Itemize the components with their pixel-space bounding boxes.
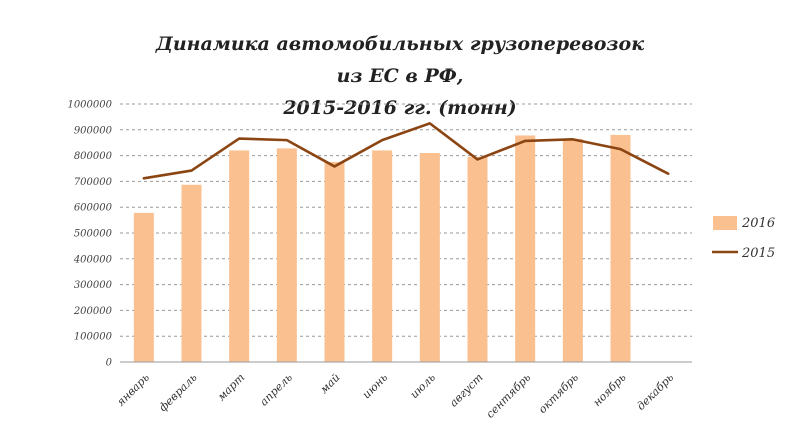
- y-tick-label: 100000: [74, 332, 113, 343]
- x-axis-ticks: январь февраль март апрель май июнь июль август…: [114, 371, 676, 421]
- legend-swatch-2016: [713, 216, 737, 230]
- y-axis-ticks: 0 100000 200000 300000 400000 500000 600000 700…: [67, 100, 112, 369]
- x-tick-label: май: [317, 371, 342, 396]
- chart-title-line1: Динамика автомобильных грузоперевозок из…: [155, 33, 645, 87]
- x-tick-label: июнь: [360, 371, 390, 401]
- chart-title: Динамика автомобильных грузоперевозок из…: [150, 28, 650, 124]
- y-tick-label: 700000: [74, 177, 113, 188]
- x-tick-label: август: [447, 371, 486, 410]
- bar-2016: [610, 134, 631, 362]
- bar-2016: [324, 162, 345, 362]
- y-tick-label: 1000000: [67, 100, 112, 111]
- y-tick-label: 800000: [74, 151, 113, 162]
- x-tick-label: апрель: [257, 371, 295, 409]
- legend-label-2016: 2016: [741, 216, 775, 231]
- legend-label-2015: 2015: [741, 246, 775, 261]
- bar-series: [133, 134, 631, 362]
- y-tick-label: 900000: [74, 125, 113, 136]
- x-tick-label: ноябрь: [591, 371, 629, 409]
- bar-2016: [181, 184, 202, 362]
- y-tick-label: 400000: [73, 254, 113, 265]
- bar-2016: [562, 138, 583, 362]
- x-tick-label: октябрь: [536, 371, 581, 416]
- bar-2016: [276, 148, 297, 362]
- gridlines: [120, 103, 692, 337]
- legend: 2016 2015: [712, 216, 775, 261]
- x-tick-label: сентябрь: [484, 371, 534, 421]
- bar-2016: [229, 150, 250, 362]
- line-2015: [142, 122, 670, 180]
- bar-2016: [515, 135, 536, 362]
- x-tick-label: июль: [408, 371, 438, 401]
- bar-2016: [467, 156, 488, 362]
- bar-2016: [419, 153, 440, 362]
- bar-2016: [372, 150, 393, 362]
- y-tick-label: 0: [106, 358, 113, 369]
- y-tick-label: 200000: [73, 306, 113, 317]
- line-series: [142, 122, 670, 180]
- x-tick-label: декабрь: [634, 371, 676, 413]
- chart-title-line2: 2015-2016 гг. (тонн): [283, 97, 517, 119]
- bar-2016: [133, 212, 154, 362]
- y-tick-label: 600000: [74, 203, 113, 214]
- x-tick-label: март: [215, 371, 248, 404]
- x-tick-label: февраль: [156, 371, 199, 414]
- y-tick-label: 500000: [74, 229, 113, 240]
- x-tick-label: январь: [114, 371, 152, 409]
- y-tick-label: 300000: [74, 280, 113, 291]
